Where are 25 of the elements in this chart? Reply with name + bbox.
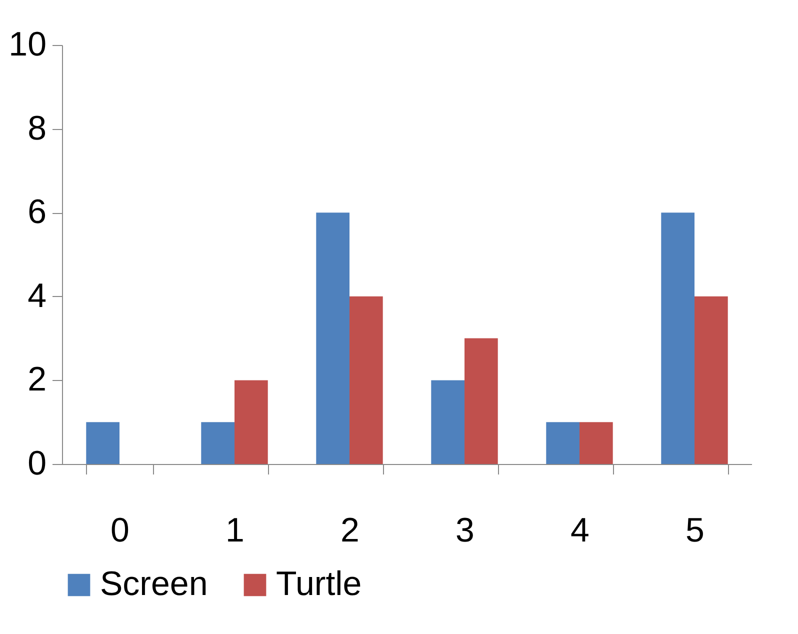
y-tick-label: 8 [28, 109, 46, 148]
y-tick-label: 0 [28, 444, 46, 482]
y-tick-label: 10 [8, 26, 46, 64]
x-tick-label: 0 [110, 512, 130, 550]
x-tick-label: 5 [686, 512, 704, 550]
bar [201, 422, 234, 464]
x-tick-label: 1 [226, 512, 244, 550]
bar [431, 380, 464, 464]
x-tick-label: 2 [340, 512, 360, 550]
bar [234, 380, 268, 464]
bar [661, 212, 694, 464]
bar [86, 422, 120, 464]
x-tick-label: 3 [456, 512, 474, 550]
bar [350, 296, 383, 464]
bar [580, 422, 613, 464]
y-tick-label: 4 [28, 276, 46, 315]
bar [694, 296, 728, 464]
bar [546, 422, 580, 464]
bar [316, 212, 350, 464]
x-tick-label: 4 [570, 512, 590, 550]
y-tick-label: 6 [28, 193, 46, 232]
legend-label: Screen [100, 565, 208, 603]
y-tick-label: 2 [28, 360, 46, 399]
bar [464, 338, 498, 464]
legend-label: Turtle [276, 565, 362, 603]
